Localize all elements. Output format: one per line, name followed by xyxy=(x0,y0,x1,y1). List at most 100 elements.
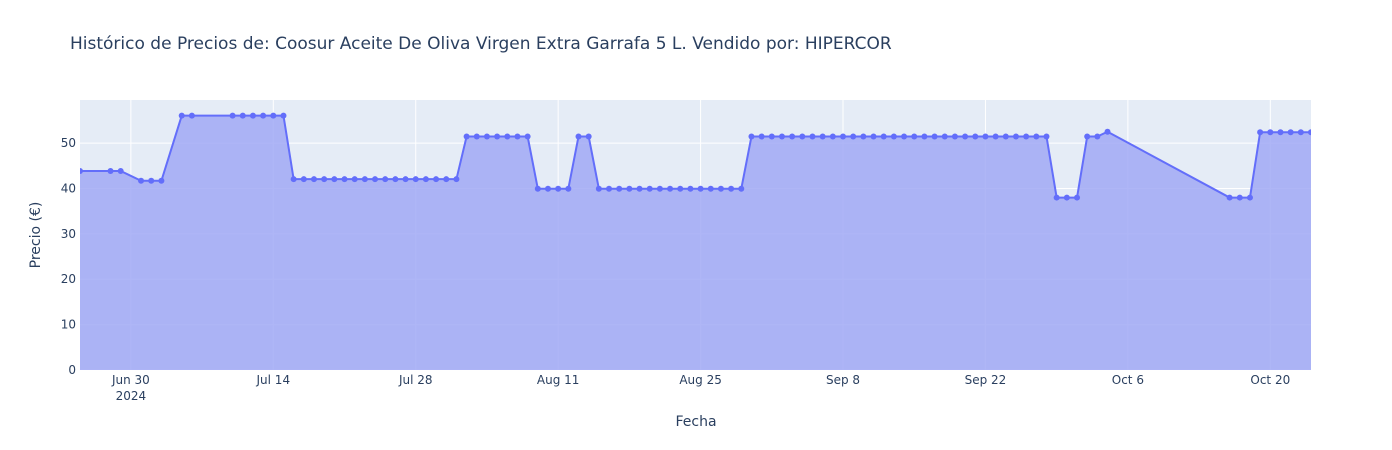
price-point[interactable] xyxy=(310,176,317,183)
price-point[interactable] xyxy=(616,185,623,192)
price-point[interactable] xyxy=(453,176,460,183)
price-point[interactable] xyxy=(178,112,185,119)
price-point[interactable] xyxy=(748,133,755,140)
price-point[interactable] xyxy=(1226,194,1233,201)
price-point[interactable] xyxy=(1257,129,1264,136)
price-point[interactable] xyxy=(972,133,979,140)
price-point[interactable] xyxy=(565,185,572,192)
price-point[interactable] xyxy=(412,176,419,183)
price-point[interactable] xyxy=(1043,133,1050,140)
price-point[interactable] xyxy=(321,176,328,183)
price-point[interactable] xyxy=(351,176,358,183)
price-point[interactable] xyxy=(962,133,969,140)
price-point[interactable] xyxy=(270,112,277,119)
price-point[interactable] xyxy=(1012,133,1019,140)
price-point[interactable] xyxy=(870,133,877,140)
price-point[interactable] xyxy=(229,112,236,119)
price-point[interactable] xyxy=(636,185,643,192)
price-point[interactable] xyxy=(1236,194,1243,201)
price-point[interactable] xyxy=(402,176,409,183)
price-point[interactable] xyxy=(483,133,490,140)
price-point[interactable] xyxy=(544,185,551,192)
price-point[interactable] xyxy=(687,185,694,192)
price-point[interactable] xyxy=(982,133,989,140)
price-point[interactable] xyxy=(504,133,511,140)
price-point[interactable] xyxy=(555,185,562,192)
price-point[interactable] xyxy=(300,176,307,183)
price-point[interactable] xyxy=(158,177,165,184)
price-point[interactable] xyxy=(789,133,796,140)
price-point[interactable] xyxy=(1074,194,1081,201)
price-point[interactable] xyxy=(595,185,602,192)
price-point[interactable] xyxy=(148,177,155,184)
price-point[interactable] xyxy=(707,185,714,192)
price-point[interactable] xyxy=(1033,133,1040,140)
price-point[interactable] xyxy=(921,133,928,140)
price-point[interactable] xyxy=(77,168,83,175)
price-point[interactable] xyxy=(717,185,724,192)
price-point[interactable] xyxy=(931,133,938,140)
price-point[interactable] xyxy=(1246,194,1253,201)
price-point[interactable] xyxy=(840,133,847,140)
price-point[interactable] xyxy=(809,133,816,140)
price-point[interactable] xyxy=(188,112,195,119)
price-point[interactable] xyxy=(667,185,674,192)
price-point[interactable] xyxy=(799,133,806,140)
price-point[interactable] xyxy=(575,133,582,140)
price-point[interactable] xyxy=(901,133,908,140)
price-point[interactable] xyxy=(1308,129,1314,136)
price-point[interactable] xyxy=(117,168,124,175)
price-point[interactable] xyxy=(768,133,775,140)
price-point[interactable] xyxy=(239,112,246,119)
price-point[interactable] xyxy=(758,133,765,140)
price-point[interactable] xyxy=(290,176,297,183)
price-point[interactable] xyxy=(494,133,501,140)
price-point[interactable] xyxy=(443,176,450,183)
price-point[interactable] xyxy=(463,133,470,140)
price-point[interactable] xyxy=(880,133,887,140)
price-point[interactable] xyxy=(1339,129,1345,135)
price-point[interactable] xyxy=(422,176,429,183)
price-point[interactable] xyxy=(728,185,735,192)
price-point[interactable] xyxy=(1063,194,1070,201)
price-point[interactable] xyxy=(677,185,684,192)
price-point[interactable] xyxy=(107,168,114,175)
price-point[interactable] xyxy=(829,133,836,140)
price-point[interactable] xyxy=(890,133,897,140)
price-point[interactable] xyxy=(534,185,541,192)
price-point[interactable] xyxy=(850,133,857,140)
price-point[interactable] xyxy=(1084,133,1091,140)
price-point[interactable] xyxy=(697,185,704,192)
price-point[interactable] xyxy=(260,112,267,119)
price-point[interactable] xyxy=(1328,129,1334,135)
price-point[interactable] xyxy=(819,133,826,140)
price-point[interactable] xyxy=(951,133,958,140)
price-point[interactable] xyxy=(941,133,948,140)
price-point[interactable] xyxy=(1267,129,1274,136)
price-point[interactable] xyxy=(341,176,348,183)
price-point[interactable] xyxy=(860,133,867,140)
price-point[interactable] xyxy=(606,185,613,192)
price-point[interactable] xyxy=(1277,129,1284,136)
price-point[interactable] xyxy=(778,133,785,140)
price-point[interactable] xyxy=(1002,133,1009,140)
price-point[interactable] xyxy=(433,176,440,183)
price-point[interactable] xyxy=(382,176,389,183)
price-point[interactable] xyxy=(992,133,999,140)
price-point[interactable] xyxy=(1104,128,1111,135)
price-point[interactable] xyxy=(372,176,379,183)
price-point[interactable] xyxy=(514,133,521,140)
price-point[interactable] xyxy=(585,133,592,140)
price-point[interactable] xyxy=(331,176,338,183)
price-point[interactable] xyxy=(392,176,399,183)
price-point[interactable] xyxy=(1023,133,1030,140)
price-point[interactable] xyxy=(646,185,653,192)
price-point[interactable] xyxy=(1318,129,1324,135)
price-point[interactable] xyxy=(138,177,145,184)
price-point[interactable] xyxy=(1349,129,1355,135)
price-point[interactable] xyxy=(626,185,633,192)
price-point[interactable] xyxy=(1053,194,1060,201)
price-point[interactable] xyxy=(249,112,256,119)
price-point[interactable] xyxy=(656,185,663,192)
price-point[interactable] xyxy=(738,185,745,192)
